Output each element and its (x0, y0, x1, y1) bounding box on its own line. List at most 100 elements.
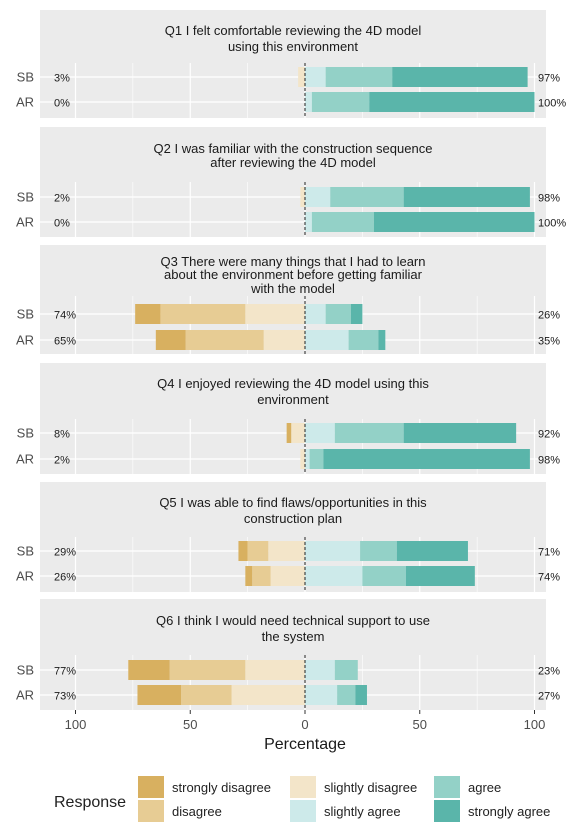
panel-strip (40, 482, 546, 537)
row-left-percent: 8% (54, 429, 70, 441)
bar-segment-slightly-disagree (270, 566, 305, 586)
bar-segment-slightly-agree (305, 304, 326, 324)
row-left-percent: 73% (54, 691, 76, 703)
x-tick-label: 100 (524, 717, 546, 732)
panel-title-line: Q6 I think I would need technical suppor… (156, 613, 430, 628)
legend: Response strongly disagree disagree slig… (0, 770, 574, 825)
row-left-percent: 3% (54, 73, 70, 85)
legend-title: Response (54, 794, 127, 811)
panel-title-line: Q4 I enjoyed reviewing the 4D model usin… (157, 376, 429, 391)
facet-panel: Q5 I was able to find flaws/opportunitie… (16, 482, 560, 592)
bar-segment-agree (309, 449, 324, 469)
panel-title-line: Q5 I was able to find flaws/opportunitie… (159, 495, 427, 510)
panel-strip (40, 127, 546, 182)
row-group-label: AR (16, 688, 34, 703)
bar-segment-slightly-agree (305, 423, 335, 443)
row-group-label: AR (16, 333, 34, 348)
facet-panel: Q1 I felt comfortable reviewing the 4D m… (16, 10, 566, 118)
row-group-label: SB (17, 307, 34, 322)
panel-title-line: Q3 There were many things that I had to … (161, 254, 426, 269)
row-right-percent: 98% (538, 455, 560, 467)
row-right-percent: 98% (538, 193, 560, 205)
bar-segment-strongly-agree (369, 92, 535, 112)
bar-segment-strongly-disagree (238, 541, 248, 561)
panel-strip (40, 599, 546, 655)
bar-segment-strongly-disagree (286, 423, 292, 443)
bar-segment-slightly-disagree (291, 423, 305, 443)
legend-swatch-agree (434, 776, 460, 798)
legend-swatch-disagree (138, 800, 164, 822)
row-right-percent: 100% (538, 218, 566, 230)
panel-title-line: with the model (250, 281, 335, 296)
row-right-percent: 35% (538, 336, 560, 348)
panel-title-line: about the environment before getting fam… (164, 267, 423, 282)
bar-segment-slightly-disagree (268, 541, 305, 561)
panel-title-line: the system (262, 629, 325, 644)
bar-segment-disagree (181, 685, 232, 705)
panel-strip (40, 363, 546, 419)
bar-segment-agree (337, 685, 356, 705)
row-left-percent: 0% (54, 98, 70, 110)
row-right-percent: 100% (538, 98, 566, 110)
bar-segment-disagree (247, 541, 269, 561)
bar-segment-strongly-disagree (137, 685, 182, 705)
x-axis-title: Percentage (264, 736, 346, 753)
row-left-percent: 74% (54, 310, 76, 322)
bar-segment-strongly-agree (403, 187, 530, 207)
legend-item-slightly-disagree: slightly disagree (290, 776, 417, 798)
bar-segment-agree (334, 660, 358, 680)
bar-segment-strongly-disagree (155, 330, 186, 350)
bar-segment-slightly-agree (305, 212, 312, 232)
bar-segment-agree (334, 423, 404, 443)
legend-item-agree: agree (434, 776, 501, 798)
bar-segment-strongly-agree (373, 212, 535, 232)
bar-segment-slightly-agree (305, 566, 363, 586)
row-left-percent: 65% (54, 336, 76, 348)
row-right-percent: 27% (538, 691, 560, 703)
bar-segment-agree (325, 67, 393, 87)
bar-segment-strongly-disagree (245, 566, 253, 586)
bar-segment-slightly-agree (305, 541, 361, 561)
row-right-percent: 92% (538, 429, 560, 441)
bar-segment-strongly-agree (378, 330, 386, 350)
facet-panel: Q6 I think I would need technical suppor… (16, 599, 560, 710)
facet-panel: Q2 I was familiar with the construction … (16, 127, 566, 237)
bar-segment-agree (330, 187, 404, 207)
legend-swatch-slightly-agree (290, 800, 316, 822)
panel-strip (40, 10, 546, 63)
panel-title-line: after reviewing the 4D model (210, 155, 376, 170)
bar-segment-slightly-disagree (231, 685, 305, 705)
bar-segment-agree (311, 92, 370, 112)
panel-title-line: Q1 I felt comfortable reviewing the 4D m… (165, 23, 422, 38)
row-left-percent: 2% (54, 193, 70, 205)
bar-segment-disagree (160, 304, 246, 324)
bar-segment-strongly-agree (403, 423, 517, 443)
x-tick-label: 0 (301, 717, 308, 732)
bar-segment-agree (311, 212, 374, 232)
bar-segment-slightly-agree (305, 685, 338, 705)
x-tick-label: 100 (65, 717, 87, 732)
facet-panel: Q4 I enjoyed reviewing the 4D model usin… (16, 363, 560, 474)
row-right-percent: 23% (538, 666, 560, 678)
bar-segment-strongly-agree (396, 541, 468, 561)
bar-segment-slightly-disagree (300, 449, 305, 469)
row-group-label: AR (16, 569, 34, 584)
legend-label: strongly disagree (172, 779, 271, 795)
row-left-percent: 29% (54, 547, 76, 559)
bar-segment-slightly-disagree (245, 660, 305, 680)
row-left-percent: 2% (54, 455, 70, 467)
bar-segment-strongly-disagree (128, 660, 170, 680)
row-group-label: SB (17, 190, 34, 205)
panel-title-line: Q2 I was familiar with the construction … (154, 141, 433, 156)
bar-segment-disagree (252, 566, 271, 586)
row-right-percent: 26% (538, 310, 560, 322)
bar-segment-slightly-disagree (298, 67, 305, 87)
row-left-percent: 77% (54, 666, 76, 678)
row-right-percent: 74% (538, 572, 560, 584)
bar-segment-disagree (169, 660, 246, 680)
legend-label: slightly agree (324, 803, 401, 819)
bar-segment-agree (348, 330, 379, 350)
x-tick-label: 50 (413, 717, 427, 732)
bar-segment-slightly-disagree (300, 187, 305, 207)
x-tick-label: 50 (183, 717, 197, 732)
